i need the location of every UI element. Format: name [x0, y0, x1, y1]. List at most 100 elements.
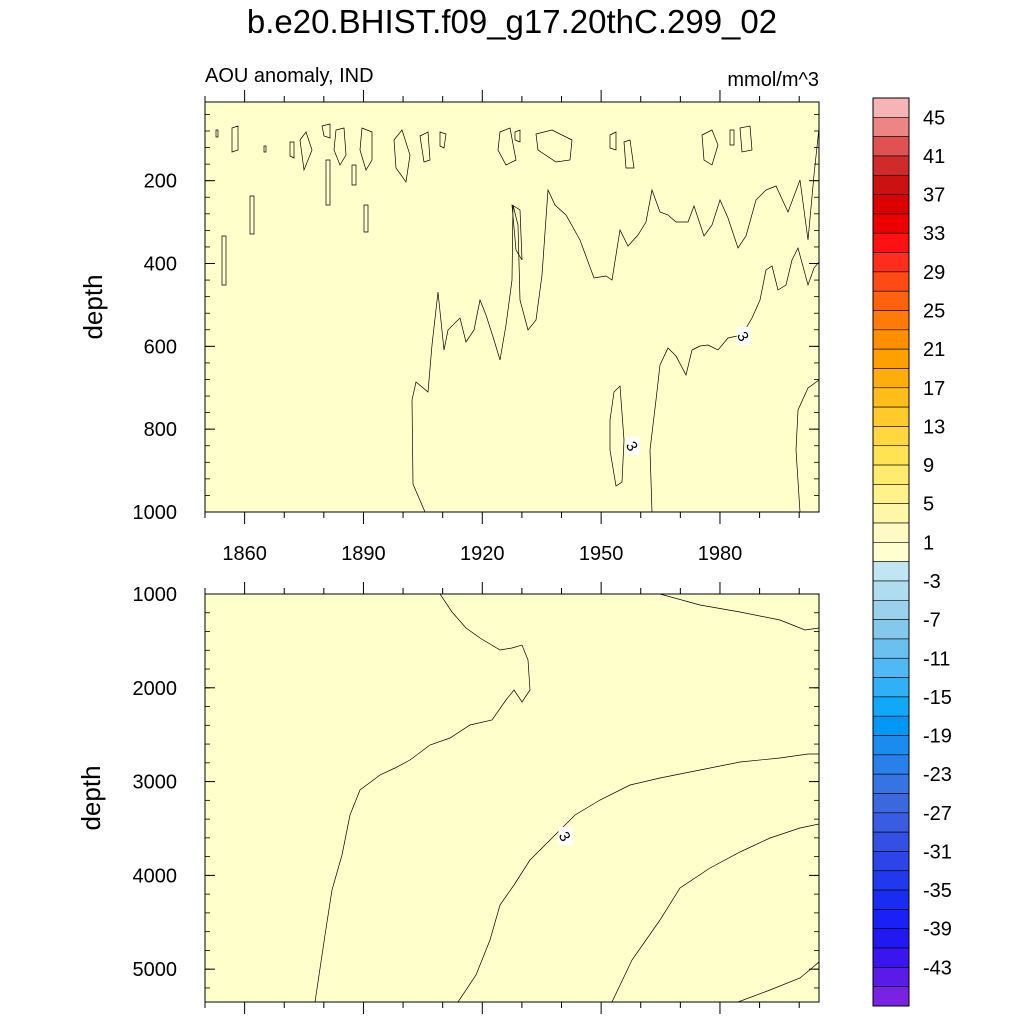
top-panel-frame — [204, 101, 820, 513]
right-subtitle: mmol/m^3 — [727, 69, 819, 91]
bottom-panel: 3 1000 2000 3000 4000 5000 depth — [76, 582, 820, 1014]
colorbar-swatch — [872, 232, 910, 253]
colorbar-label: 25 — [923, 301, 945, 323]
colorbar-label: 33 — [923, 223, 945, 245]
bottom-fill-base — [205, 594, 819, 1002]
top-fill-band2 — [649, 247, 819, 512]
top-contour-line — [249, 195, 255, 235]
bottom-panel-axes: 1000 2000 3000 4000 5000 — [133, 582, 819, 1014]
left-subtitle: AOU anomaly, IND — [205, 65, 374, 87]
colorbar-swatch — [872, 677, 910, 698]
colorbar-label: -35 — [923, 880, 952, 902]
colorbar-frame — [872, 97, 910, 1007]
colorbar-swatch — [872, 735, 910, 756]
top-contour-line — [623, 139, 635, 169]
colorbar-swatch — [872, 657, 910, 678]
colorbar-label: -39 — [923, 919, 952, 941]
colorbar-swatch — [872, 542, 910, 562]
colorbar-label: 37 — [923, 185, 945, 207]
top-contour-line — [263, 145, 267, 153]
top-x-tick-label: 1860 — [222, 543, 267, 565]
top-y-axis-label: depth — [78, 274, 108, 339]
top-fill-base — [205, 102, 819, 512]
colorbar-swatch — [872, 252, 910, 273]
top-contour-line — [419, 131, 431, 163]
colorbar-swatch — [872, 310, 910, 331]
top-y-tick-label: 800 — [144, 419, 177, 441]
colorbar-label: -31 — [923, 841, 952, 863]
bottom-y-tick-label: 4000 — [133, 865, 178, 887]
colorbar-swatch — [872, 174, 910, 195]
colorbar-label: 5 — [923, 494, 934, 516]
colorbar-swatch — [872, 348, 910, 369]
colorbar-swatch — [872, 117, 910, 137]
colorbar-swatch — [872, 136, 910, 157]
colorbar-swatch — [872, 155, 910, 176]
colorbar-label: 29 — [923, 262, 945, 284]
top-fill-neg-9 — [363, 204, 369, 233]
colorbar-swatch — [872, 696, 910, 717]
top-x-tick-label: 1920 — [460, 543, 505, 565]
colorbar-swatch — [872, 271, 910, 292]
top-fill-neg-5 — [497, 127, 517, 166]
top-contour-line — [609, 131, 617, 151]
colorbar-swatch — [872, 561, 910, 582]
top-fill-band3 — [795, 379, 819, 512]
colorbar-swatch — [872, 889, 910, 910]
bottom-panel-frame — [204, 593, 820, 1003]
colorbar-swatch — [872, 967, 910, 987]
top-fill-neg-3 — [393, 129, 411, 183]
top-y-tick-label: 600 — [144, 336, 177, 358]
colorbar-label: -43 — [923, 957, 952, 979]
colorbar-label: -11 — [923, 648, 950, 670]
colorbar-label: -23 — [923, 764, 952, 786]
colorbar-swatch — [872, 870, 910, 891]
colorbar-swatch — [872, 445, 910, 466]
top-x-tick-label: 1980 — [698, 543, 743, 565]
colorbar-swatch — [872, 503, 910, 524]
bottom-fill-band3 — [611, 823, 819, 1002]
top-fill-neg-8 — [289, 141, 295, 159]
colorbar-swatch — [872, 522, 910, 543]
chart-title: b.e20.BHIST.f09_g17.20thC.299_02 — [247, 3, 777, 40]
colorbar-label: 17 — [923, 378, 945, 400]
colorbar-swatch — [872, 812, 910, 833]
top-contour-line — [739, 125, 753, 153]
colorbar-swatch — [872, 831, 910, 852]
colorbar-swatch — [872, 928, 910, 949]
top-fill-band1 — [411, 127, 819, 512]
colorbar-swatch — [872, 986, 910, 1007]
bottom-y-tick-label: 5000 — [133, 959, 178, 981]
colorbar-label: -27 — [923, 803, 952, 825]
colorbar-swatch — [872, 947, 910, 968]
top-fill-neg-2 — [359, 127, 373, 171]
colorbar-swatch — [872, 638, 910, 659]
colorbar-swatch — [872, 754, 910, 775]
top-fill-neg-6 — [535, 129, 573, 163]
top-contour-line — [299, 131, 313, 172]
colorbar-swatch — [872, 290, 910, 311]
top-contour-line — [325, 159, 331, 206]
colorbar-label: -3 — [923, 571, 941, 593]
bottom-fill-band4 — [737, 961, 819, 1002]
bottom-y-tick-label: 1000 — [133, 584, 178, 606]
colorbar-label: -19 — [923, 726, 952, 748]
colorbar-swatch — [872, 194, 910, 215]
top-fill-neg-4 — [321, 123, 331, 139]
colorbar-label: 21 — [923, 339, 945, 361]
colorbar: 45 41 37 33 29 25 21 17 13 9 5 1 -3 -7 -11 -15 -19 -23 -27… — [872, 97, 952, 1007]
top-x-tick-label: 1890 — [341, 543, 386, 565]
colorbar-label: 9 — [923, 455, 934, 477]
top-contour-line — [439, 131, 447, 149]
top-fill-neg-7 — [514, 129, 521, 143]
colorbar-swatch — [872, 97, 910, 118]
top-y-tick-label: 400 — [144, 254, 177, 276]
colorbar-label: -15 — [923, 687, 952, 709]
colorbar-swatch — [872, 387, 910, 408]
top-contour-line — [729, 129, 735, 146]
top-contour-line — [215, 129, 219, 138]
top-panel-axes: 200 400 600 800 1000 1860 1890 1920 1950 1980 — [133, 90, 819, 565]
top-x-tick-label: 1950 — [579, 543, 624, 565]
colorbar-swatch — [872, 851, 910, 872]
